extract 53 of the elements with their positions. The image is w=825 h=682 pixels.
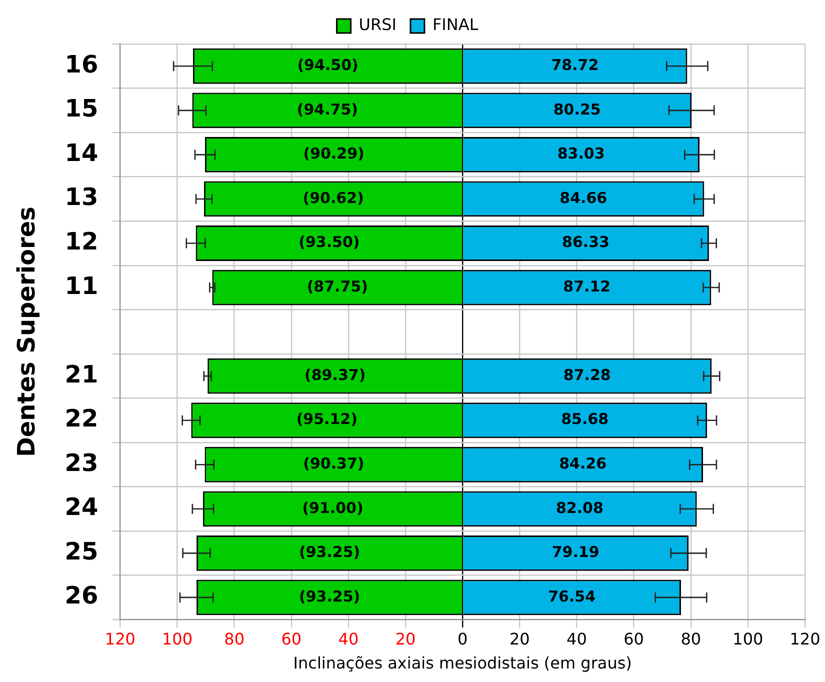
- y-tick-label: 14: [64, 138, 98, 167]
- data-label: 76.54: [548, 587, 596, 606]
- y-tick-label: 12: [64, 227, 98, 256]
- x-tick-label: 120: [104, 629, 136, 648]
- y-tick-label: 11: [64, 272, 98, 300]
- y-tick-label: 21: [64, 360, 98, 388]
- data-label: (94.75): [296, 100, 358, 118]
- data-label: (95.12): [296, 410, 358, 428]
- data-label: 78.72: [551, 56, 599, 74]
- data-label: 83.03: [557, 144, 605, 163]
- data-label: 84.26: [559, 454, 607, 473]
- x-tick-label: 80: [680, 629, 702, 648]
- x-tick-label: 60: [624, 629, 644, 648]
- y-tick-label: 26: [64, 582, 98, 610]
- x-tick-label: 100: [162, 629, 193, 648]
- data-label: (93.25): [298, 543, 360, 562]
- data-label: 79.19: [552, 543, 600, 562]
- legend-label: URSI: [358, 15, 396, 34]
- legend-label: FINAL: [432, 15, 478, 34]
- data-label: 84.66: [560, 188, 608, 207]
- x-tick-label: 60: [281, 629, 302, 648]
- y-axis-title: Dentes Superiores: [12, 206, 41, 458]
- y-tick-label: 16: [64, 50, 98, 78]
- y-tick-label: 15: [64, 94, 98, 123]
- x-tick-label: 40: [566, 629, 587, 648]
- data-label: 85.68: [561, 410, 609, 428]
- data-label: (91.00): [302, 498, 364, 517]
- x-tick-label: 20: [395, 629, 416, 648]
- x-tick-label: 0: [458, 629, 468, 648]
- x-tick-label: 40: [338, 629, 359, 648]
- x-tick-label: 120: [790, 629, 820, 648]
- data-label: 80.25: [553, 100, 601, 118]
- data-label: (87.75): [306, 277, 368, 296]
- data-label: (90.62): [302, 188, 364, 207]
- x-tick-label: 100: [732, 629, 764, 648]
- y-tick-label: 25: [64, 537, 98, 566]
- data-label: 86.33: [562, 233, 610, 252]
- x-axis-title: Inclinações axiais mesiodistais (em graus): [293, 654, 632, 673]
- y-tick-label: 23: [64, 448, 98, 477]
- data-label: (90.29): [303, 144, 364, 163]
- y-tick-label: 22: [64, 404, 98, 433]
- data-label: (90.37): [303, 454, 364, 473]
- data-label: 87.28: [563, 366, 611, 384]
- y-tick-label: 24: [64, 493, 98, 522]
- data-label: (93.25): [298, 587, 360, 606]
- x-tick-label: 20: [509, 629, 530, 648]
- x-tick-label: 80: [224, 629, 245, 648]
- data-label: (93.50): [298, 233, 360, 252]
- data-label: 87.12: [563, 277, 611, 296]
- data-label: (89.37): [304, 366, 366, 384]
- data-label: 82.08: [556, 498, 604, 517]
- y-tick-label: 13: [64, 183, 98, 212]
- data-label: (94.50): [297, 56, 358, 74]
